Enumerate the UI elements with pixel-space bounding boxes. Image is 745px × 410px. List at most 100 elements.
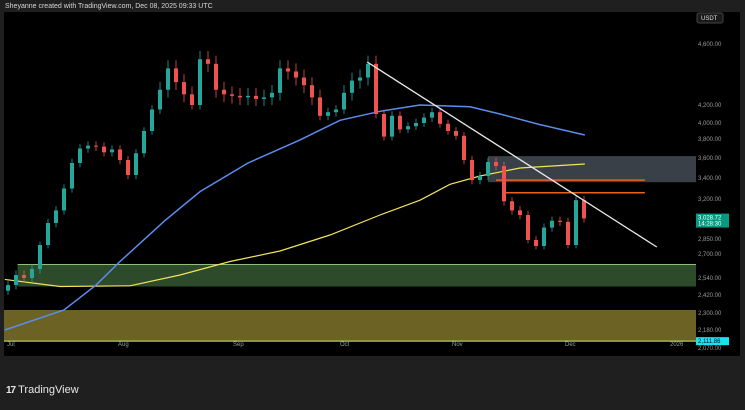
candle[interactable] xyxy=(126,160,130,175)
candle[interactable] xyxy=(102,146,106,153)
candle[interactable] xyxy=(526,215,530,240)
time-tick-label: Dec xyxy=(565,342,576,348)
time-tick-label: Jul xyxy=(7,342,15,348)
candle[interactable] xyxy=(182,82,186,95)
candle[interactable] xyxy=(486,162,490,176)
candle[interactable] xyxy=(406,126,410,130)
price-axis[interactable] xyxy=(696,12,740,356)
countdown-timer: 14:28:30 xyxy=(698,222,722,228)
candle[interactable] xyxy=(414,123,418,127)
candle[interactable] xyxy=(198,59,202,105)
candle[interactable] xyxy=(334,109,338,113)
lower-support-zone[interactable] xyxy=(4,310,696,342)
candle[interactable] xyxy=(502,166,506,202)
candle[interactable] xyxy=(470,160,474,181)
candle[interactable] xyxy=(566,221,570,245)
candle[interactable] xyxy=(542,227,546,246)
support-zone[interactable] xyxy=(17,264,697,287)
candle[interactable] xyxy=(206,59,210,64)
candle[interactable] xyxy=(158,89,162,110)
candle[interactable] xyxy=(150,109,154,132)
tv-logo-icon: 17 xyxy=(6,384,16,396)
last-price-badge xyxy=(696,213,729,228)
candle[interactable] xyxy=(262,97,266,99)
time-tick-label: 2026 xyxy=(670,342,684,348)
candle[interactable] xyxy=(294,71,298,78)
candle[interactable] xyxy=(494,162,498,166)
candle[interactable] xyxy=(342,92,346,110)
candle[interactable] xyxy=(278,68,282,93)
candle[interactable] xyxy=(310,85,314,98)
candle[interactable] xyxy=(254,95,258,99)
candle[interactable] xyxy=(238,95,242,98)
candle[interactable] xyxy=(534,240,538,246)
candle[interactable] xyxy=(366,63,370,78)
candle[interactable] xyxy=(574,200,578,245)
price-tick-label: 2,300.00 xyxy=(698,311,722,317)
price-tick-label: 2,540.00 xyxy=(698,276,722,282)
currency-label: USDT xyxy=(701,16,718,22)
price-tick-label: 3,400.00 xyxy=(698,176,722,182)
candle[interactable] xyxy=(478,176,482,181)
ma-blue-line[interactable] xyxy=(4,104,585,331)
candle[interactable] xyxy=(166,68,170,90)
candle[interactable] xyxy=(446,123,450,131)
candle[interactable] xyxy=(374,63,378,114)
candle[interactable] xyxy=(46,223,50,245)
candle[interactable] xyxy=(270,92,274,98)
candle[interactable] xyxy=(142,131,146,154)
candle[interactable] xyxy=(86,145,90,149)
candle[interactable] xyxy=(438,112,442,124)
candle[interactable] xyxy=(6,285,10,291)
candle[interactable] xyxy=(230,94,234,96)
candle[interactable] xyxy=(78,148,82,164)
candle[interactable] xyxy=(326,112,330,116)
marked-level-badge xyxy=(696,337,729,346)
candle[interactable] xyxy=(62,188,66,211)
trendline[interactable] xyxy=(366,61,658,248)
last-price-value: 3,028.72 xyxy=(698,216,722,222)
candle[interactable] xyxy=(54,210,58,223)
price-chart[interactable]: 5,000.004,600.004,200.004,000.003,800.00… xyxy=(4,12,740,356)
candle[interactable] xyxy=(510,201,514,211)
candle[interactable] xyxy=(582,200,586,219)
candle[interactable] xyxy=(302,77,306,86)
tradingview-logo: 17 TradingView xyxy=(6,384,79,396)
candle[interactable] xyxy=(246,95,250,98)
candle[interactable] xyxy=(350,80,354,93)
time-tick-label: Sep xyxy=(233,342,244,348)
candle[interactable] xyxy=(398,115,402,130)
time-tick-label: Oct xyxy=(340,342,350,348)
candle[interactable] xyxy=(462,135,466,160)
candle[interactable] xyxy=(558,220,562,222)
currency-badge[interactable] xyxy=(696,12,724,24)
price-tick-label: 2,700.00 xyxy=(698,252,722,258)
chart-canvas[interactable]: 5,000.004,600.004,200.004,000.003,800.00… xyxy=(4,12,740,356)
candle[interactable] xyxy=(358,77,362,81)
candle[interactable] xyxy=(118,149,122,160)
candle[interactable] xyxy=(174,68,178,83)
candle[interactable] xyxy=(518,210,522,215)
candle[interactable] xyxy=(110,149,114,153)
candle[interactable] xyxy=(430,112,434,118)
candle[interactable] xyxy=(422,117,426,123)
candle[interactable] xyxy=(286,68,290,72)
candle[interactable] xyxy=(382,114,386,137)
candle[interactable] xyxy=(454,131,458,136)
resistance-zone[interactable] xyxy=(488,156,696,183)
candle[interactable] xyxy=(22,275,26,278)
candle[interactable] xyxy=(550,220,554,228)
marked-level-value: 2,111.86 xyxy=(698,339,721,345)
candle[interactable] xyxy=(38,245,42,269)
candle[interactable] xyxy=(30,269,34,278)
candle[interactable] xyxy=(70,163,74,189)
candle[interactable] xyxy=(222,89,226,95)
candle[interactable] xyxy=(390,115,394,137)
candle[interactable] xyxy=(318,97,322,116)
candle[interactable] xyxy=(134,153,138,175)
candle[interactable] xyxy=(190,94,194,105)
candle[interactable] xyxy=(214,63,218,90)
price-tick-label: 2,850.00 xyxy=(698,237,722,243)
candle[interactable] xyxy=(14,275,18,286)
candle[interactable] xyxy=(94,145,98,147)
